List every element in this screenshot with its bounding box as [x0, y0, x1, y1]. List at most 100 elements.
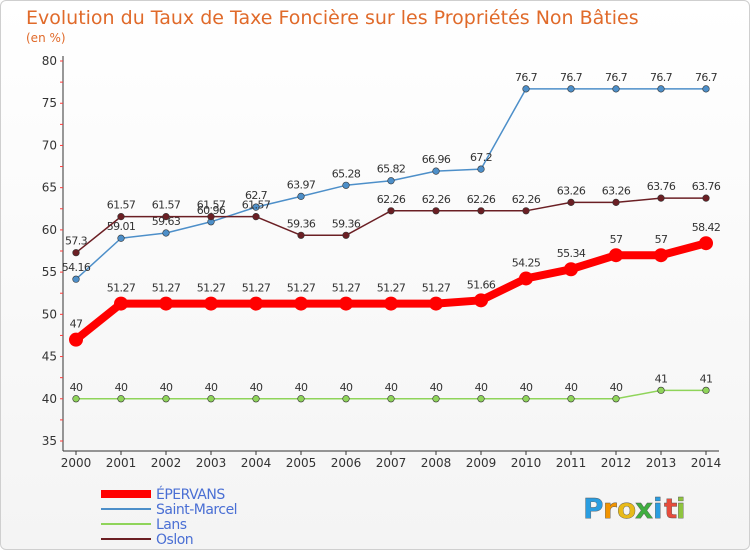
data-label: 40: [565, 381, 578, 394]
data-label: 40: [475, 381, 488, 394]
data-point: [432, 167, 440, 175]
data-point: [342, 231, 350, 239]
y-tick-label: 65: [42, 181, 57, 195]
data-point: [252, 213, 260, 221]
series-layer: 40 40 40 40 40 40 40 40 40 40 40 40 40 41 41 54.16 59.01…: [62, 71, 721, 403]
legend-label: Oslon: [156, 532, 193, 548]
data-label: 63.26: [557, 184, 586, 197]
data-point: [567, 198, 575, 206]
y-tick-label: 60: [42, 223, 57, 237]
data-point: [387, 395, 395, 403]
y-tick-label: 80: [42, 54, 57, 68]
x-tick-label: 2005: [286, 456, 317, 470]
data-point: [612, 395, 620, 403]
data-point: [477, 165, 485, 173]
data-point: [72, 395, 80, 403]
logo-letter: t: [664, 492, 677, 525]
x-tick-label: 2007: [376, 456, 407, 470]
x-tick-label: 2012: [601, 456, 632, 470]
data-label: 51.27: [422, 282, 451, 295]
data-point: [159, 296, 173, 311]
data-point: [117, 234, 125, 242]
data-label: 59.01: [107, 220, 136, 233]
data-point: [519, 271, 533, 286]
data-point: [387, 207, 395, 215]
axes: 35 40 45 50 55 60 65 70 75 80 2000 2001 2002 2003 2004…: [42, 54, 722, 470]
y-tick-label: 45: [42, 350, 57, 364]
data-point: [252, 395, 260, 403]
data-point: [567, 395, 575, 403]
data-point: [432, 395, 440, 403]
data-point: [162, 213, 170, 221]
data-point: [69, 332, 83, 347]
data-point: [114, 296, 128, 311]
logo-letter: r: [603, 492, 617, 525]
logo-letter: x: [635, 492, 653, 525]
y-tick-label: 55: [42, 265, 57, 279]
data-point: [522, 395, 530, 403]
logo-letter: o: [617, 492, 636, 525]
data-label: 60.96: [197, 204, 226, 217]
data-label: 62.26: [377, 193, 406, 206]
data-point: [477, 395, 485, 403]
logo-letter: P: [583, 492, 604, 525]
data-point: [162, 229, 170, 237]
data-point: [564, 262, 578, 277]
data-label: 61.57: [152, 199, 181, 212]
data-label: 63.76: [692, 180, 721, 193]
data-label: 76.7: [650, 71, 673, 84]
data-label: 61.57: [197, 199, 226, 212]
legend-item: ÉPERVANS: [101, 486, 226, 503]
legend-item: Oslon: [101, 532, 194, 548]
legend-label: Saint-Marcel: [156, 502, 237, 518]
logo-letter: i: [676, 492, 686, 525]
x-tick-label: 2002: [151, 456, 182, 470]
chart-title: Evolution du Taux de Taxe Foncière sur l…: [26, 7, 639, 29]
data-label: 40: [520, 381, 533, 394]
legend-label: ÉPERVANS: [156, 486, 225, 503]
data-label: 41: [655, 372, 668, 385]
data-point: [612, 198, 620, 206]
data-point: [702, 386, 710, 394]
data-label: 51.27: [332, 282, 361, 295]
data-point: [477, 207, 485, 215]
data-point: [699, 236, 713, 251]
x-tick-label: 2004: [241, 456, 272, 470]
data-label: 51.27: [107, 282, 136, 295]
data-point: [702, 85, 710, 93]
data-label: 51.27: [152, 282, 181, 295]
data-point: [384, 296, 398, 311]
data-label: 40: [385, 381, 398, 394]
data-point: [204, 296, 218, 311]
x-tick-label: 2003: [196, 456, 227, 470]
data-label: 59.36: [332, 217, 361, 230]
data-point: [207, 213, 215, 221]
data-label: 55.34: [557, 247, 586, 260]
y-tick-label: 70: [42, 138, 57, 152]
data-label: 51.27: [197, 282, 226, 295]
y-tick-label: 35: [42, 434, 57, 448]
logo-letter: i: [653, 492, 663, 525]
x-tick-label: 2001: [106, 456, 137, 470]
data-label: 62.26: [467, 193, 496, 206]
series-lans: 40 40 40 40 40 40 40 40 40 40 40 40 40 41 41: [70, 372, 713, 403]
legend-item: Saint-Marcel: [101, 502, 238, 518]
data-point: [297, 231, 305, 239]
data-point: [474, 293, 488, 308]
data-point: [702, 194, 710, 202]
data-label: 40: [160, 381, 173, 394]
x-tick-label: 2008: [421, 456, 452, 470]
data-point: [429, 296, 443, 311]
data-point: [567, 85, 575, 93]
data-label: 58.42: [692, 221, 721, 234]
data-label: 63.76: [647, 180, 676, 193]
x-tick-label: 2013: [646, 456, 677, 470]
data-point: [609, 248, 623, 263]
data-point: [297, 395, 305, 403]
data-point: [342, 181, 350, 189]
data-label: 54.16: [62, 261, 91, 274]
data-label: 62.7: [245, 189, 268, 202]
data-point: [522, 85, 530, 93]
